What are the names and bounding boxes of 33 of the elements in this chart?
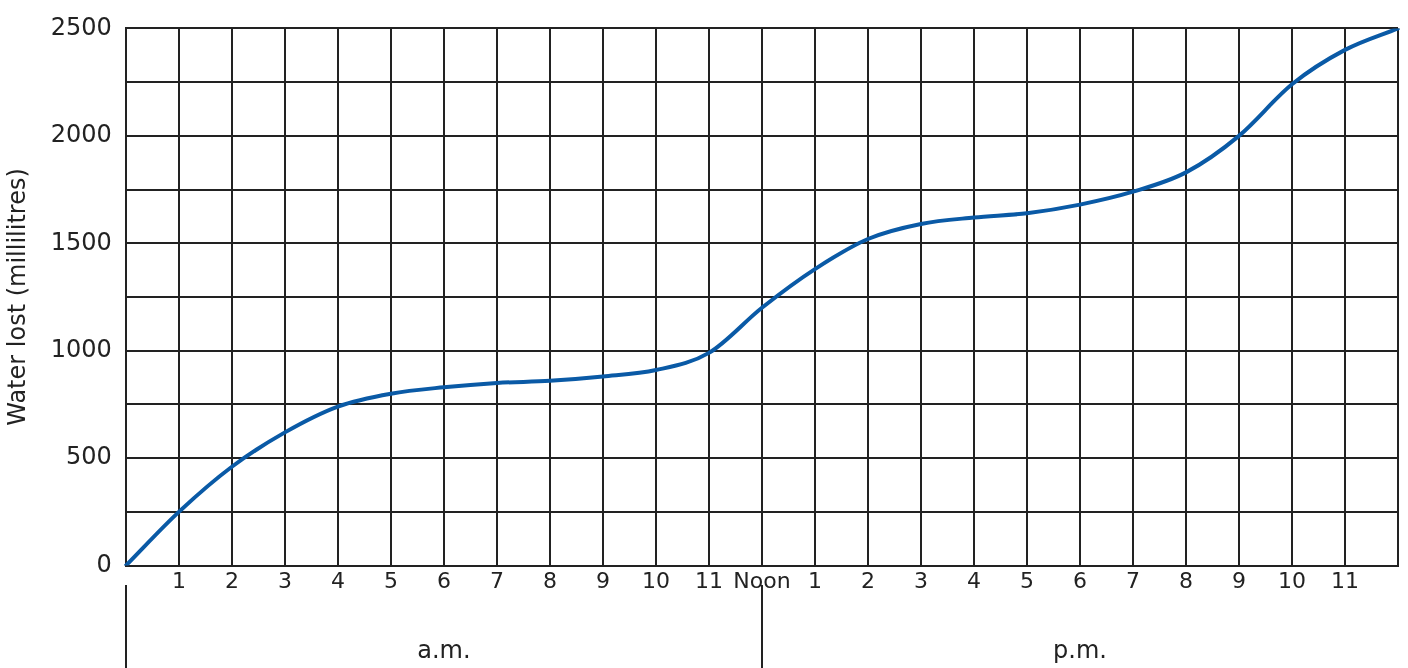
y-tick-label: 1000 <box>50 334 112 363</box>
x-tick-label: Noon <box>733 567 791 593</box>
x-tick-label: 11 <box>694 567 723 593</box>
x-tick-label: 3 <box>913 567 928 593</box>
y-tick-label: 2000 <box>50 120 112 149</box>
text: p.m. <box>1053 636 1107 665</box>
x-tick-label: 11 <box>1330 567 1359 593</box>
x-tick-label: 5 <box>1019 567 1034 593</box>
x-tick-label: 3 <box>277 567 292 593</box>
x-tick-label: 2 <box>860 567 875 593</box>
x-tick-label: 10 <box>641 567 670 593</box>
x-tick-label: 4 <box>330 567 345 593</box>
y-tick-label: 0 <box>96 549 112 578</box>
line-series <box>123 28 1400 566</box>
y-axis-title: Water lost (millilitres) <box>2 168 31 426</box>
x-tick-label: 2 <box>224 567 239 593</box>
x-tick-label: 9 <box>595 567 610 593</box>
y-tick-label: 2500 <box>50 12 112 41</box>
x-tick-label: 5 <box>383 567 398 593</box>
x-tick-label: 7 <box>489 567 504 593</box>
x-tick-label: 10 <box>1277 567 1306 593</box>
x-tick-label: 4 <box>966 567 981 593</box>
x-tick-label: 8 <box>1178 567 1193 593</box>
x-tick-label: 7 <box>1125 567 1140 593</box>
x-tick-label: 8 <box>542 567 557 593</box>
text: a.m. <box>417 636 471 665</box>
x-tick-label: 6 <box>1072 567 1087 593</box>
x-tick-label: 1 <box>171 567 186 593</box>
y-tick-label: 1500 <box>50 227 112 256</box>
x-tick-label: 9 <box>1231 567 1246 593</box>
y-tick-label: 500 <box>66 442 112 471</box>
x-tick-label: 6 <box>436 567 451 593</box>
x-tick-label: 1 <box>807 567 822 593</box>
